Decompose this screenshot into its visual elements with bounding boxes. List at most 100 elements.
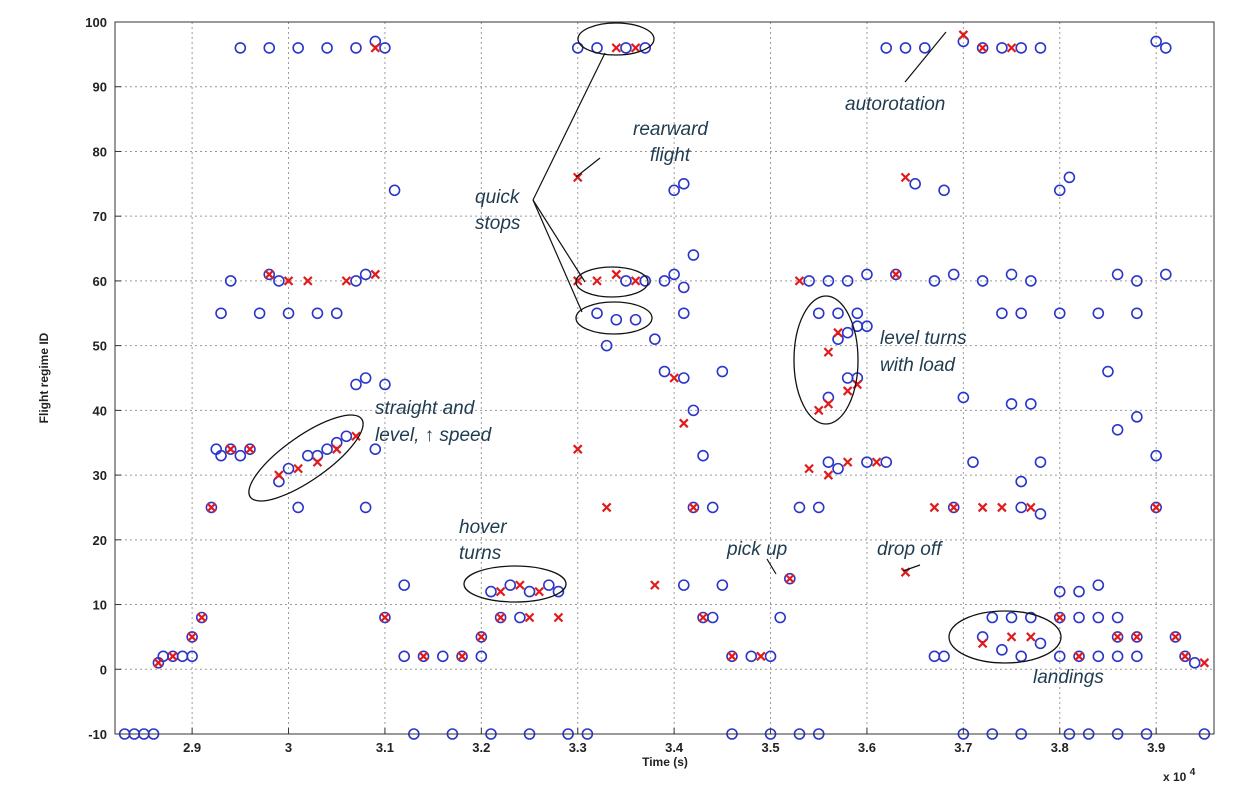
actual-regime-point: [1159, 42, 1172, 54]
predicted-regime-point: [370, 43, 381, 53]
actual-regime-point: [388, 184, 401, 197]
actual-regime-point: [890, 268, 902, 281]
actual-regime-point: [1015, 307, 1027, 320]
predicted-regime-point: [823, 347, 834, 357]
actual-regime-point: [186, 650, 198, 663]
actual-regime-point: [215, 307, 227, 320]
actual-regime-point: [504, 579, 517, 591]
actual-regime-point: [1111, 268, 1124, 281]
predicted-regime-point: [823, 470, 834, 480]
actual-regime-point: [273, 275, 285, 287]
actual-regime-point: [1053, 585, 1066, 598]
actual-regime-point: [668, 184, 680, 197]
predicted-regime-point: [1132, 632, 1142, 642]
actual-regime-point: [967, 456, 979, 468]
actual-regime-point: [1034, 637, 1047, 650]
actual-regime-point: [928, 275, 941, 287]
x-tick-label: 3.1: [376, 740, 394, 755]
predicted-regime-point: [153, 658, 164, 668]
tick-labels: 2.9 3 3.1 3.2 3.3 3.4 3.5 3.6 3.7 3.8 3.9 -10 0 10 20 3…: [85, 15, 1165, 755]
plot-frame: [114, 21, 1215, 735]
predicted-regime-point: [457, 651, 467, 662]
actual-regime-point: [851, 307, 864, 320]
autorotation-leader: [904, 31, 947, 83]
predicted-regime-point: [264, 269, 275, 280]
actual-regime-point: [764, 650, 777, 663]
actual-regime-point: [880, 456, 893, 468]
actual-regime-point: [832, 462, 844, 475]
actual-regime-point: [224, 443, 237, 456]
actual-regime-point: [938, 650, 950, 663]
predicted-regime-point: [611, 43, 622, 53]
actual-regime-point: [938, 184, 950, 197]
predicted-regime-point: [196, 612, 207, 623]
actual-regime-point: [1034, 508, 1047, 520]
actual-regime-point: [668, 268, 680, 281]
actual-regime-point: [1159, 268, 1172, 281]
actual-regime-point: [215, 449, 227, 462]
landings-label: landings: [1033, 667, 1104, 688]
predicted-regime-point: [794, 276, 805, 286]
actual-regime-point: [571, 42, 584, 54]
actual-regime-point: [398, 650, 411, 663]
predicted-regime-point: [1170, 632, 1181, 642]
actual-regime-point: [658, 365, 671, 378]
actual-regime-point: [417, 650, 430, 663]
actual-regime-point: [224, 275, 237, 287]
actual-regime-point: [677, 372, 690, 384]
actual-regime-point: [456, 650, 468, 663]
predicted-regime-point: [900, 172, 911, 183]
actual-regime-point: [986, 611, 999, 624]
actual-regime-point: [321, 42, 333, 54]
quick-stops-leader-2: [532, 199, 586, 283]
actual-regime-point: [620, 275, 632, 287]
predicted-regime-point: [495, 586, 506, 597]
x-tick-label: 2.9: [183, 740, 201, 755]
predicted-regime-point: [187, 632, 197, 642]
predicted-regime-point: [274, 470, 284, 480]
x-tick-label: 3.8: [1051, 740, 1069, 755]
y-tick-label: 100: [85, 15, 107, 30]
actual-regime-point: [1111, 423, 1124, 436]
actual-regime-point: [1111, 611, 1124, 624]
actual-regime-point: [976, 42, 989, 54]
actual-regime-point: [1034, 456, 1047, 468]
hover-label: hover: [459, 517, 507, 538]
actual-regime-point: [1073, 585, 1085, 598]
x-tick-label: 3.4: [665, 740, 684, 755]
actual-regime-point: [379, 611, 391, 624]
actual-regime-point: [263, 268, 276, 281]
actual-regime-point: [552, 585, 565, 598]
actual-regime-point: [1053, 611, 1066, 624]
actual-regime-point: [1131, 307, 1143, 320]
predicted-regime-point: [572, 444, 583, 454]
pick-up-label: pick up: [726, 539, 787, 560]
predicted-regime-point: [804, 463, 814, 474]
actual-regime-point: [909, 178, 921, 190]
actual-regime-point: [861, 456, 873, 468]
predicted-regime-point: [206, 502, 217, 513]
y-tick-label: -10: [88, 727, 107, 742]
actual-regime-point: [350, 378, 362, 391]
actual-regime-point: [841, 275, 854, 287]
actual-regime-point: [996, 307, 1008, 320]
x-tick-label: 3.2: [472, 740, 490, 755]
turns-label: turns: [459, 543, 502, 564]
actual-regime-point: [205, 501, 218, 514]
y-axis-label: Flight regime ID: [37, 332, 51, 423]
y-tick-label: 50: [93, 339, 107, 354]
x-tick-label: 3.9: [1147, 740, 1165, 755]
hover-turns-ellipse: [463, 565, 567, 603]
predicted-regime-point: [997, 502, 1007, 513]
actual-regime-point: [812, 307, 825, 320]
x-tick-label: 3.6: [858, 740, 876, 755]
predicted-regime-point: [553, 612, 564, 623]
y-tick-label: 20: [93, 533, 107, 548]
level-turns-label: level turns: [880, 328, 967, 349]
actual-regime-point: [610, 313, 623, 326]
actual-regime-point: [1005, 398, 1018, 410]
predicted-regime-point: [534, 586, 544, 597]
pick-up-leader: [766, 558, 777, 575]
predicted-regime-point: [601, 502, 612, 513]
